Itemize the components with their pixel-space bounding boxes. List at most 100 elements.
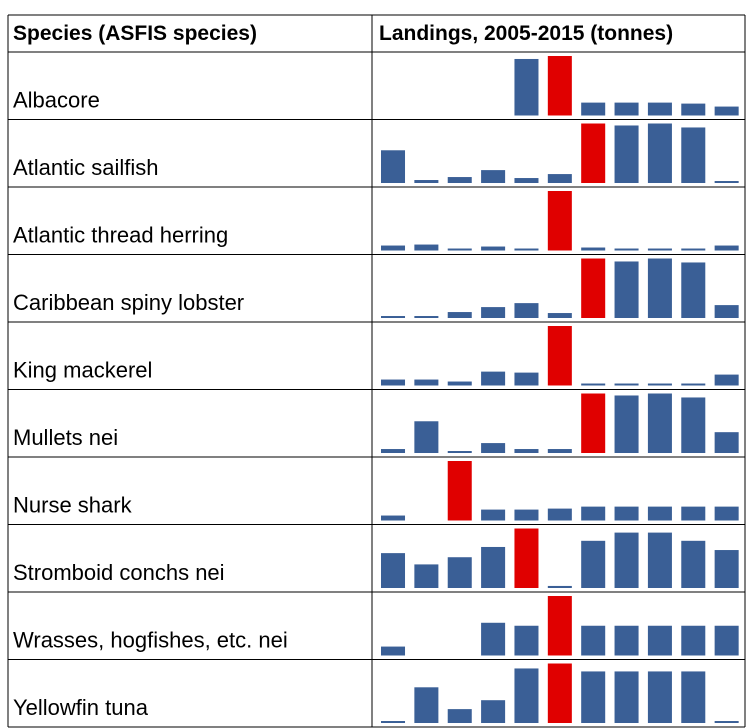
header-cell: Species (ASFIS species) xyxy=(13,22,257,45)
sparkline-bar xyxy=(381,150,406,183)
species-name: Wrasses, hogfishes, etc. nei xyxy=(13,628,288,653)
sparkline-bar xyxy=(414,379,439,386)
sparkline-bar xyxy=(714,550,739,588)
sparkline-bar xyxy=(481,371,506,386)
sparkline-bar xyxy=(547,56,572,116)
sparkline-bar xyxy=(447,709,472,723)
sparkline-bar xyxy=(581,671,606,723)
sparkline-bar xyxy=(514,58,539,116)
sparkline-bar xyxy=(681,103,706,116)
sparkline-bar xyxy=(514,303,539,318)
sparkline-bar xyxy=(681,383,706,386)
sparkline-bar xyxy=(514,625,539,656)
species-name: Atlantic sailfish xyxy=(13,155,159,180)
sparkline-bar xyxy=(581,625,606,656)
sparkline-bar xyxy=(447,451,472,453)
sparkline-bar xyxy=(381,721,406,723)
sparkline-bar xyxy=(547,191,572,251)
sparkline-bar xyxy=(714,181,739,183)
sparkline-bar xyxy=(647,123,672,183)
sparkline-bar xyxy=(447,248,472,251)
sparkline-bar xyxy=(414,180,439,183)
sparkline-bar xyxy=(614,261,639,318)
sparkline-bar xyxy=(647,258,672,318)
sparkline-bar xyxy=(681,540,706,588)
sparkline-bar xyxy=(481,246,506,251)
sparkline-bar xyxy=(547,326,572,386)
species-name: Stromboid conchs nei xyxy=(13,560,225,585)
sparkline-bar xyxy=(481,700,506,723)
sparkline-bar xyxy=(714,432,739,453)
sparkline-bar xyxy=(447,461,472,521)
sparkline-bar xyxy=(414,564,439,588)
sparkline-bar xyxy=(681,506,706,521)
sparkline-bar xyxy=(481,546,506,588)
sparkline-bar xyxy=(714,374,739,386)
sparkline-bar xyxy=(614,625,639,656)
sparkline-bar xyxy=(547,596,572,656)
sparkline-bar xyxy=(647,383,672,386)
sparkline-bar xyxy=(614,125,639,183)
sparkline-bar xyxy=(581,506,606,521)
sparkline-bar xyxy=(481,307,506,318)
sparkline-bar xyxy=(614,248,639,251)
sparkline-bar xyxy=(447,381,472,386)
sparkline-bar xyxy=(414,421,439,453)
sparkline-bar xyxy=(614,383,639,386)
sparkline-bar xyxy=(481,622,506,656)
sparkline-bar xyxy=(381,379,406,386)
sparkline-bar xyxy=(547,313,572,318)
sparkline-bar xyxy=(681,397,706,453)
sparkline-bar xyxy=(647,506,672,521)
sparkline-bar xyxy=(714,506,739,521)
sparkline-bar xyxy=(514,178,539,183)
sparkline-bar xyxy=(381,515,406,521)
sparkline-bar xyxy=(414,687,439,723)
sparkline-bar xyxy=(381,245,406,251)
species-name: Mullets nei xyxy=(13,425,118,450)
species-name: King mackerel xyxy=(13,358,152,383)
sparkline-bar xyxy=(681,248,706,251)
sparkline-bar xyxy=(647,393,672,453)
sparkline-bar xyxy=(581,258,606,318)
sparkline-bar xyxy=(714,625,739,656)
sparkline-bar xyxy=(381,553,406,588)
sparkline-bar xyxy=(581,540,606,588)
sparkline-bar xyxy=(581,102,606,116)
sparkline-bar xyxy=(514,372,539,386)
sparkline-bar xyxy=(481,443,506,453)
sparkline-bar xyxy=(714,106,739,116)
sparkline-bar xyxy=(547,174,572,183)
sparkline-bar xyxy=(681,625,706,656)
sparkline-bar xyxy=(581,393,606,453)
sparkline-bar xyxy=(381,316,406,318)
sparkline-bar xyxy=(714,305,739,318)
sparkline-bar xyxy=(581,383,606,386)
sparkline-bar xyxy=(381,449,406,453)
sparkline-bar xyxy=(481,509,506,521)
sparkline-bar xyxy=(547,449,572,453)
species-name: Caribbean spiny lobster xyxy=(13,290,244,315)
sparkline-bar xyxy=(647,248,672,251)
sparkline-bar xyxy=(647,102,672,116)
sparkline-bar xyxy=(514,668,539,723)
sparkline-bar xyxy=(614,102,639,116)
sparkline-bar xyxy=(714,721,739,723)
species-name: Atlantic thread herring xyxy=(13,223,228,248)
sparkline-bar xyxy=(647,671,672,723)
sparkline-bar xyxy=(514,509,539,521)
header-cell: Landings, 2005-2015 (tonnes) xyxy=(379,22,673,45)
sparkline-bar xyxy=(514,528,539,588)
species-name: Yellowfin tuna xyxy=(13,695,149,720)
sparkline-bar xyxy=(447,177,472,183)
sparkline-bar xyxy=(647,532,672,588)
sparkline-bar xyxy=(581,123,606,183)
sparkline-bar xyxy=(547,585,572,588)
sparkline-bar xyxy=(514,248,539,251)
sparkline-bar xyxy=(614,671,639,723)
species-name: Albacore xyxy=(13,88,100,113)
sparkline-bar xyxy=(614,532,639,588)
sparkline-bar xyxy=(681,262,706,318)
